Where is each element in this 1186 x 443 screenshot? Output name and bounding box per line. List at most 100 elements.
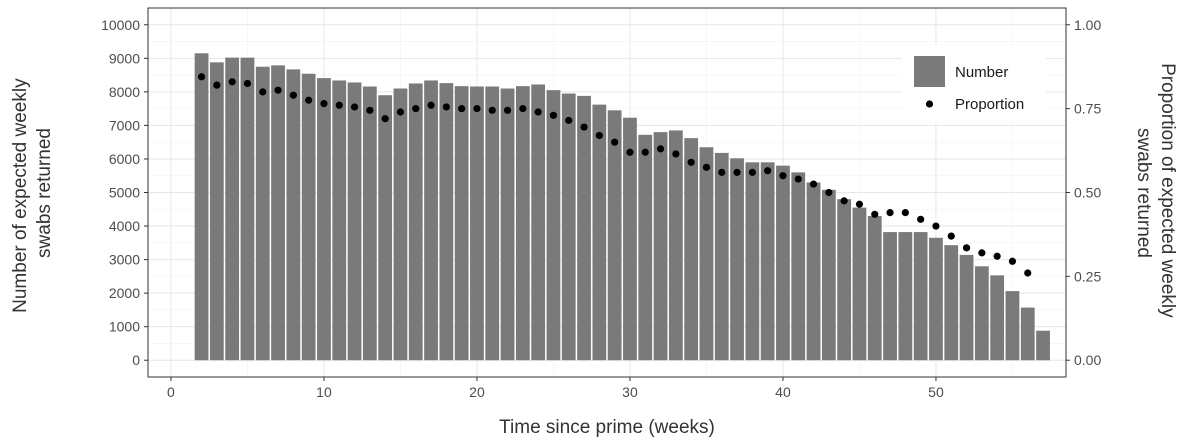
bar <box>745 162 760 361</box>
y-left-tick-label: 8000 <box>109 84 140 100</box>
bar <box>424 80 438 361</box>
proportion-point <box>748 168 756 176</box>
bar <box>623 117 637 361</box>
bar <box>485 86 500 361</box>
legend-label-number: Number <box>955 64 1008 81</box>
bar <box>592 104 607 361</box>
bar <box>577 95 591 361</box>
bar <box>301 73 316 361</box>
y-right-axis-title-line-1: Proportion of expected weekly <box>1157 63 1178 318</box>
y-right-tick-label: 0.00 <box>1074 352 1101 368</box>
y-left-tick-label: 1000 <box>109 319 140 335</box>
proportion-point <box>733 168 741 176</box>
proportion-point <box>855 200 864 208</box>
y-left-axis-title: Number of expected weekly swabs returned <box>10 73 55 313</box>
y-right-axis-title: Proportion of expected weekly swabs retu… <box>1133 63 1178 323</box>
bar <box>883 232 897 361</box>
bar <box>760 162 775 361</box>
bar <box>209 62 224 361</box>
proportion-point <box>611 138 619 146</box>
y-left-axis-title-line-2: swabs returned <box>34 128 55 258</box>
bar <box>1005 291 1020 361</box>
x-tick-label: 30 <box>622 384 638 400</box>
y-left-axis-title-line-1: Number of expected weekly <box>10 78 31 313</box>
proportion-point <box>274 86 282 94</box>
y-right-tick-label: 0.25 <box>1074 268 1101 284</box>
proportion-point <box>213 81 221 89</box>
proportion-point <box>978 249 986 257</box>
bar <box>240 57 255 361</box>
bar <box>699 147 714 361</box>
y-left-tick-label: 5000 <box>109 185 140 201</box>
y-left-tick-label: 6000 <box>109 151 140 167</box>
bar <box>806 182 821 361</box>
proportion-point <box>305 96 313 104</box>
bar <box>531 84 546 361</box>
x-axis-title: Time since prime (weeks) <box>499 417 715 438</box>
proportion-point <box>779 172 787 180</box>
proportion-point <box>473 105 481 113</box>
bar <box>837 199 852 361</box>
y-right-tick-label: 1.00 <box>1074 17 1101 33</box>
proportion-point <box>932 222 940 230</box>
proportion-point <box>764 167 772 175</box>
proportion-point <box>687 158 695 166</box>
proportion-point <box>656 145 665 153</box>
x-tick-label: 20 <box>469 384 485 400</box>
bar <box>317 78 331 361</box>
proportion-point <box>840 197 848 205</box>
bar <box>286 69 301 361</box>
proportion-point <box>534 108 542 116</box>
bar <box>378 95 393 361</box>
y-right-axis-title-line-2: swabs returned <box>1133 128 1154 258</box>
bar <box>684 138 699 361</box>
bar <box>255 66 270 361</box>
y-left-tick-label: 4000 <box>109 218 140 234</box>
bar <box>1020 307 1035 361</box>
proportion-point <box>993 252 1001 260</box>
point-series <box>197 73 1032 277</box>
legend: Number Proportion <box>902 45 1046 123</box>
y-right-axis-tick-labels: 0.00 0.25 0.50 0.75 1.00 <box>1074 17 1101 368</box>
proportion-point <box>702 163 711 171</box>
y-left-tick-label: 3000 <box>109 252 140 268</box>
bar <box>852 207 867 361</box>
bar <box>730 158 744 361</box>
bar <box>439 83 454 361</box>
legend-label-proportion: Proportion <box>955 96 1024 113</box>
bar <box>332 80 347 361</box>
proportion-point <box>259 88 267 96</box>
bar <box>776 165 790 361</box>
proportion-point <box>641 148 649 156</box>
y-right-tick-label: 0.50 <box>1074 185 1101 201</box>
x-tick-label: 50 <box>928 384 944 400</box>
proportion-point <box>350 103 359 111</box>
proportion-point <box>718 168 726 176</box>
proportion-point <box>335 101 343 109</box>
proportion-point <box>381 115 389 123</box>
x-tick-label: 10 <box>316 384 332 400</box>
bar <box>500 88 515 361</box>
bar <box>944 245 959 361</box>
bar <box>990 275 1005 361</box>
proportion-point <box>289 91 297 99</box>
bar <box>974 266 989 361</box>
bar <box>668 130 683 361</box>
proportion-point <box>809 180 818 188</box>
bar <box>454 86 469 361</box>
bar <box>898 232 913 361</box>
proportion-point <box>901 209 909 217</box>
bar <box>607 110 622 361</box>
proportion-point <box>519 105 527 113</box>
bar <box>393 88 408 361</box>
bar <box>515 86 530 361</box>
proportion-point <box>917 215 925 223</box>
bar <box>929 237 943 361</box>
proportion-point <box>794 175 802 183</box>
bar <box>653 132 668 361</box>
bar <box>362 86 377 361</box>
bar <box>225 57 240 361</box>
proportion-point <box>320 100 328 108</box>
proportion-point <box>197 73 206 81</box>
bar <box>714 152 729 361</box>
